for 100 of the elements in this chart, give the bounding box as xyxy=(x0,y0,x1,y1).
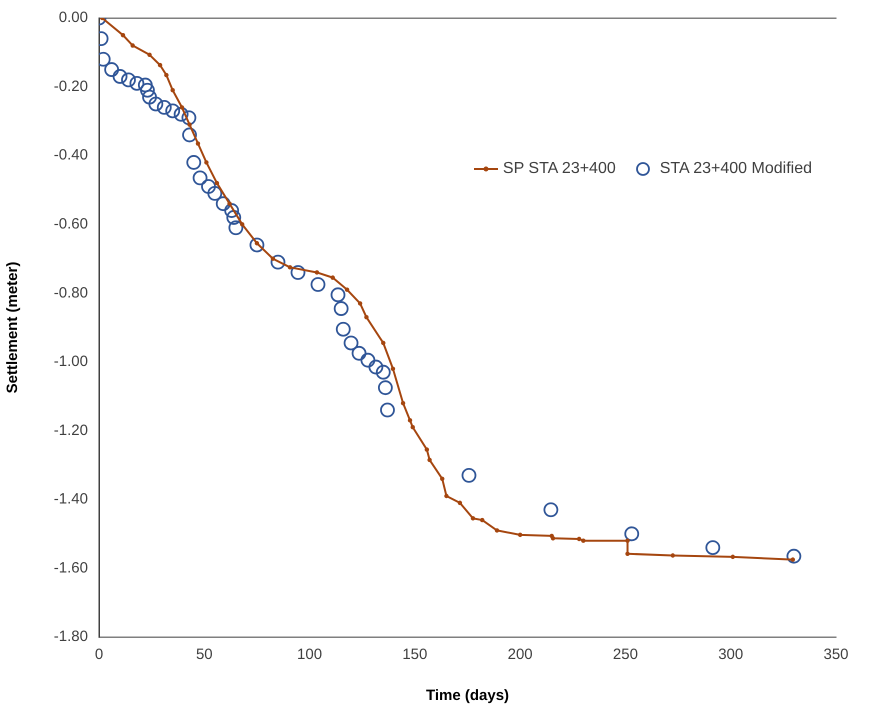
point xyxy=(182,128,197,142)
point xyxy=(192,170,208,186)
point xyxy=(140,82,155,98)
point xyxy=(381,340,386,346)
point xyxy=(310,277,326,292)
point xyxy=(224,203,240,218)
point xyxy=(410,425,415,430)
point xyxy=(147,52,152,57)
point xyxy=(170,88,175,92)
point xyxy=(196,141,200,146)
point xyxy=(104,62,120,77)
y-tick-label: -1.40 xyxy=(54,490,88,508)
y-tick-label: -1.60 xyxy=(54,559,88,576)
point xyxy=(543,502,558,518)
y-tick-label: 0.00 xyxy=(58,9,88,26)
point xyxy=(470,516,476,521)
x-tick-label: 300 xyxy=(718,646,744,664)
point xyxy=(352,346,366,361)
point xyxy=(458,500,462,506)
point xyxy=(462,468,476,483)
point xyxy=(158,62,162,68)
y-tick-label: -0.40 xyxy=(54,146,88,164)
x-tick-label: 200 xyxy=(508,646,533,664)
point xyxy=(427,458,432,462)
legend-label: STA 23+400 Modified xyxy=(660,160,812,178)
point xyxy=(112,69,128,84)
point xyxy=(187,122,192,127)
point xyxy=(576,536,582,542)
point xyxy=(204,160,209,165)
point xyxy=(786,548,802,564)
point xyxy=(148,96,164,112)
point xyxy=(120,32,126,38)
x-tick-label: 150 xyxy=(402,646,428,664)
point xyxy=(364,314,369,320)
point xyxy=(390,366,396,371)
y-tick-label: -1.00 xyxy=(54,353,88,370)
point xyxy=(624,526,640,542)
point xyxy=(625,538,630,543)
point xyxy=(581,538,586,543)
point xyxy=(214,180,220,186)
x-tick-label: 0 xyxy=(94,646,104,664)
y-tick-label: -0.60 xyxy=(54,215,88,232)
point xyxy=(216,196,231,212)
point xyxy=(344,336,358,350)
legend-label: SP STA 23+400 xyxy=(502,160,616,178)
point xyxy=(518,532,522,538)
point xyxy=(336,322,351,337)
point xyxy=(240,222,244,227)
point xyxy=(288,265,292,270)
point xyxy=(174,106,189,122)
point xyxy=(201,179,216,194)
point xyxy=(138,78,153,92)
point xyxy=(250,238,264,252)
point xyxy=(164,72,169,78)
point xyxy=(270,254,286,270)
point xyxy=(424,447,430,452)
y-tick-label: -1.20 xyxy=(54,422,88,439)
point xyxy=(494,528,500,533)
point xyxy=(330,287,346,302)
point xyxy=(121,72,136,88)
y-tick-label: -0.80 xyxy=(54,284,88,302)
point xyxy=(156,100,172,115)
point xyxy=(334,301,349,316)
point xyxy=(480,518,484,522)
point xyxy=(670,553,676,558)
point xyxy=(360,352,376,368)
point xyxy=(358,301,362,306)
point xyxy=(330,275,335,280)
point xyxy=(625,552,630,556)
x-tick-label: 50 xyxy=(196,646,213,664)
point xyxy=(408,418,412,423)
point xyxy=(550,536,556,541)
x-tick-label: 250 xyxy=(612,646,638,664)
point xyxy=(378,380,393,396)
point xyxy=(165,103,180,118)
point xyxy=(440,476,444,482)
point xyxy=(790,557,796,562)
x-tick-label: 350 xyxy=(823,646,849,664)
point xyxy=(376,364,391,380)
point xyxy=(142,90,157,104)
y-axis-title: Settlement (meter) xyxy=(4,262,22,394)
point xyxy=(227,202,232,206)
x-tick-label: 100 xyxy=(297,646,322,664)
point xyxy=(130,43,135,48)
point xyxy=(444,494,449,498)
point xyxy=(207,186,222,201)
y-tick-label: -1.80 xyxy=(54,628,88,646)
point xyxy=(400,400,406,406)
point xyxy=(380,402,395,418)
point xyxy=(290,265,306,280)
point xyxy=(344,287,350,292)
point xyxy=(705,540,720,555)
y-tick-label: -0.20 xyxy=(54,78,88,95)
point xyxy=(228,220,244,236)
point xyxy=(730,554,736,560)
point xyxy=(180,105,184,110)
point xyxy=(368,360,384,374)
point xyxy=(130,76,144,91)
point xyxy=(314,270,320,275)
point xyxy=(226,210,242,225)
